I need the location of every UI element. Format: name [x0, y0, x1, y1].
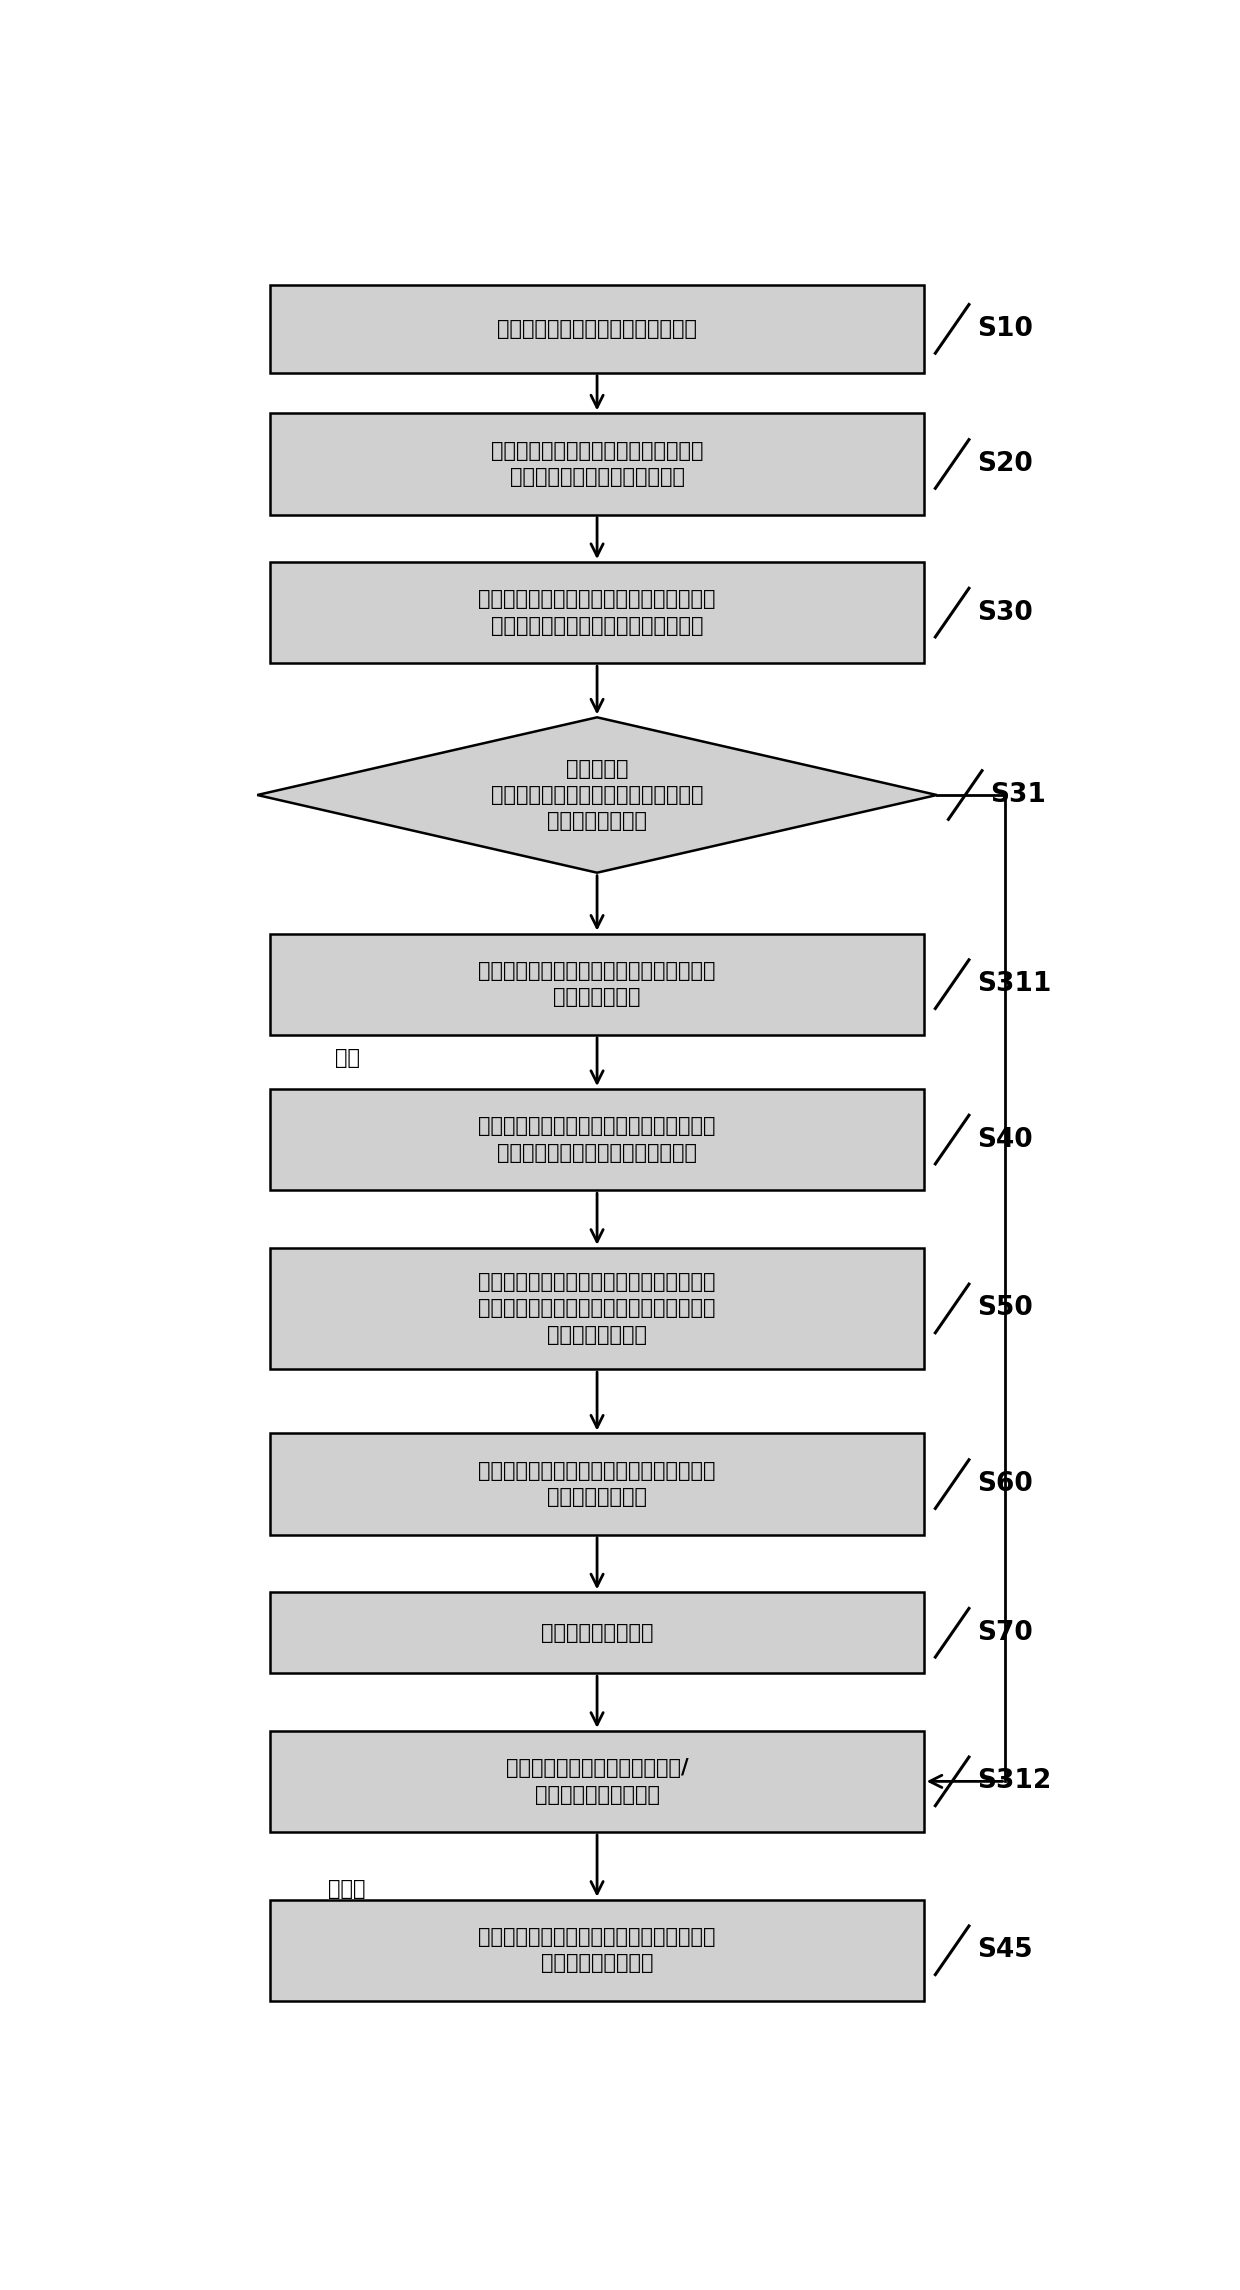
Text: S311: S311	[977, 971, 1052, 996]
Text: 根据调取的所述预存储当前位置信息的特征
地图集中的特征地图实施清扫工作，并记录
实时路况环境信息: 根据调取的所述预存储当前位置信息的特征 地图集中的特征地图实施清扫工作，并记录 …	[479, 1271, 715, 1344]
FancyBboxPatch shape	[270, 284, 924, 373]
Text: 差值大于所述预设垂直阈值，和/
或所述预设平面阈值时: 差值大于所述预设垂直阈值，和/ 或所述预设平面阈值时	[506, 1759, 688, 1805]
Text: 差值不大于所述预设垂直阈值并不大于所述
预设平面阈值时: 差值不大于所述预设垂直阈值并不大于所述 预设平面阈值时	[479, 962, 715, 1008]
FancyBboxPatch shape	[270, 1088, 924, 1191]
Text: 根据清洁机器人清扫的实时路况环境信息建
立新的位置特征地图: 根据清洁机器人清扫的实时路况环境信息建 立新的位置特征地图	[479, 1928, 715, 1974]
Text: 获取清洁机器人当前所处的位置信息: 获取清洁机器人当前所处的位置信息	[497, 318, 697, 339]
FancyBboxPatch shape	[270, 561, 924, 664]
Text: 不存在: 不存在	[329, 1880, 366, 1898]
Text: S10: S10	[977, 316, 1033, 341]
Text: S45: S45	[977, 1937, 1032, 1963]
Text: 则从所述预存储的位置信息中调取清洁机器
人所述当前位置信息的特征地图集；: 则从所述预存储的位置信息中调取清洁机器 人所述当前位置信息的特征地图集；	[479, 1115, 715, 1163]
Text: 获取的位置
信息之间的差值与预设垂直阈值和预设
平面阈值进行比对: 获取的位置 信息之间的差值与预设垂直阈值和预设 平面阈值进行比对	[491, 758, 703, 831]
FancyBboxPatch shape	[270, 1901, 924, 2001]
FancyBboxPatch shape	[270, 1434, 924, 1534]
FancyBboxPatch shape	[270, 1248, 924, 1369]
Text: 发送清扫完成的信息: 发送清扫完成的信息	[541, 1624, 653, 1642]
Text: S30: S30	[977, 600, 1033, 625]
FancyBboxPatch shape	[270, 1731, 924, 1832]
Text: 根据清洁机器人所述当前所处的位置信
息与预存储的位置信息进行比对: 根据清洁机器人所述当前所处的位置信 息与预存储的位置信息进行比对	[491, 440, 703, 488]
Text: S312: S312	[977, 1768, 1052, 1795]
Text: 存在: 存在	[335, 1049, 360, 1069]
FancyBboxPatch shape	[270, 1592, 924, 1674]
Text: S70: S70	[977, 1619, 1033, 1647]
Polygon shape	[257, 717, 937, 872]
Text: S60: S60	[977, 1470, 1033, 1498]
Text: S20: S20	[977, 451, 1033, 476]
Text: 保存所述清洁机器人清扫的实时路况环境信
息的位置特征地图: 保存所述清洁机器人清扫的实时路况环境信 息的位置特征地图	[479, 1461, 715, 1507]
Text: 获取所述清洁机器人所述当前所处的位置信
息与所述预存储的位置信息之间的差值: 获取所述清洁机器人所述当前所处的位置信 息与所述预存储的位置信息之间的差值	[479, 589, 715, 637]
FancyBboxPatch shape	[270, 934, 924, 1035]
Text: S40: S40	[977, 1127, 1032, 1152]
Text: S31: S31	[990, 781, 1045, 808]
Text: S50: S50	[977, 1296, 1033, 1321]
FancyBboxPatch shape	[270, 412, 924, 515]
